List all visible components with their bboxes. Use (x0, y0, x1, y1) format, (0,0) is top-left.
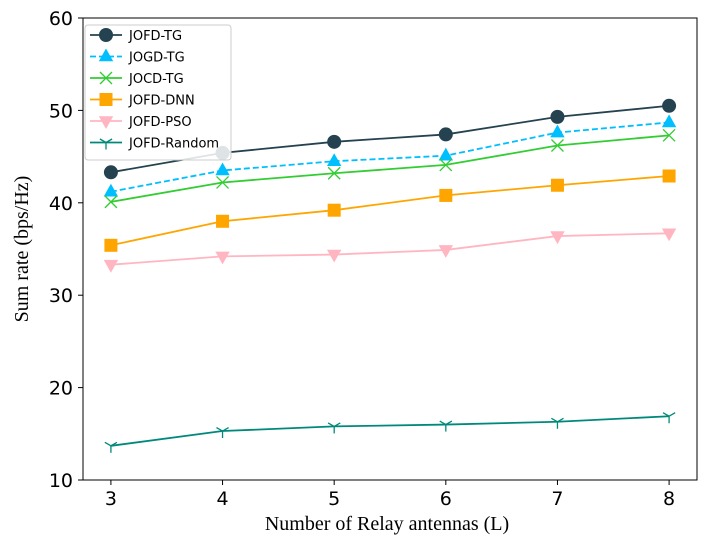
legend-item-jofd-dnn: JOFD-DNN (90, 93, 195, 109)
y-axis-ticks: 10 20 30 40 50 60 (49, 8, 83, 492)
data-point-jofd-tg (662, 98, 677, 113)
x-axis-title: Number of Relay antennas (L) (265, 513, 509, 535)
x-tick-label: 5 (328, 488, 340, 510)
y-tick-label: 50 (49, 100, 73, 122)
legend-item-jogd-tg: JOGD-TG (90, 48, 185, 66)
plot-area-frame (82, 17, 698, 481)
legend-box (84, 24, 232, 161)
legend-marker-jofd-random (99, 138, 113, 150)
data-point-jofd-random (662, 412, 676, 424)
data-point-jogd-tg (326, 153, 342, 167)
legend-marker-jofd-tg (99, 28, 113, 42)
series-marks (103, 98, 677, 453)
legend-label-jofd-tg: JOFD-TG (128, 29, 182, 44)
legend-item-jofd-tg: JOFD-TG (90, 28, 182, 44)
data-point-jogd-tg (550, 124, 565, 138)
data-point-jofd-dnn (216, 214, 230, 228)
data-point-jocd-tg (439, 158, 453, 172)
legend-marker-jogd-tg (98, 48, 114, 62)
x-tick-label: 4 (216, 488, 228, 510)
data-point-jogd-tg (103, 183, 119, 197)
data-point-jofd-dnn (550, 178, 564, 192)
legend-marker-jocd-tg (99, 71, 113, 85)
series-line-jofd-pso (110, 232, 670, 266)
data-point-jofd-dnn (327, 203, 341, 217)
data-point-jofd-random (439, 420, 453, 432)
legend-label-jofd-dnn: JOFD-DNN (128, 94, 195, 109)
legend-item-jofd-random: JOFD-Random (90, 137, 219, 152)
data-point-jogd-tg (215, 162, 230, 176)
series-line-jocd-tg (110, 134, 670, 203)
data-point-jogd-tg (661, 114, 677, 128)
series-line-jofd-random (110, 415, 670, 447)
legend: JOFD-TG JOGD-TG JOCD-TG JOFD-DNN JOFD-PSO JOF… (84, 24, 232, 161)
x-tick-label: 8 (663, 488, 675, 510)
y-tick-label: 30 (49, 285, 73, 307)
legend-label-jofd-pso: JOFD-PSO (128, 115, 192, 130)
data-point-jofd-pso (326, 249, 342, 263)
data-point-jogd-tg (438, 147, 454, 161)
data-point-jocd-tg (327, 166, 341, 180)
x-tick-label: 7 (551, 488, 563, 510)
data-point-jofd-dnn (104, 238, 118, 252)
y-tick-label: 60 (49, 8, 73, 30)
legend-marker-jofd-dnn (99, 93, 113, 106)
data-point-jofd-tg (327, 134, 342, 149)
series-line-jofd-dnn (110, 175, 670, 247)
legend-item-jocd-tg: JOCD-TG (90, 71, 184, 87)
data-point-jofd-random (216, 426, 229, 439)
data-point-jofd-pso (550, 231, 565, 245)
data-point-jocd-tg (216, 176, 230, 189)
y-tick-label: 40 (49, 193, 73, 215)
legend-label-jofd-random: JOFD-Random (128, 137, 219, 152)
data-point-jofd-pso (661, 228, 677, 242)
x-tick-label: 3 (105, 488, 117, 510)
data-point-jofd-tg (103, 165, 118, 180)
legend-label-jogd-tg: JOGD-TG (128, 51, 185, 66)
data-point-jofd-dnn (662, 169, 676, 183)
data-point-jofd-tg (550, 109, 565, 124)
data-point-jofd-pso (438, 245, 454, 258)
data-point-jocd-tg (104, 195, 118, 209)
y-tick-label: 20 (49, 378, 73, 400)
x-axis-ticks: 3 4 5 6 7 8 (105, 480, 675, 510)
y-tick-label: 10 (49, 470, 73, 492)
series-line-jogd-tg (110, 121, 670, 193)
y-axis-title: Sum rate (bps/Hz) (11, 176, 33, 323)
data-point-jocd-tg (550, 139, 564, 152)
data-point-jofd-tg (438, 127, 453, 142)
data-point-jofd-dnn (439, 188, 453, 202)
data-point-jofd-pso (103, 259, 119, 273)
legend-marker-jofd-pso (98, 116, 114, 129)
data-point-jofd-random (104, 441, 118, 453)
data-point-jofd-random (551, 417, 564, 429)
legend-item-jofd-pso: JOFD-PSO (90, 115, 192, 130)
legend-label-jocd-tg: JOCD-TG (128, 72, 184, 87)
data-point-jofd-pso (215, 251, 230, 265)
data-point-jocd-tg (662, 128, 676, 142)
x-tick-label: 6 (440, 488, 452, 510)
data-point-jofd-random (327, 422, 341, 434)
